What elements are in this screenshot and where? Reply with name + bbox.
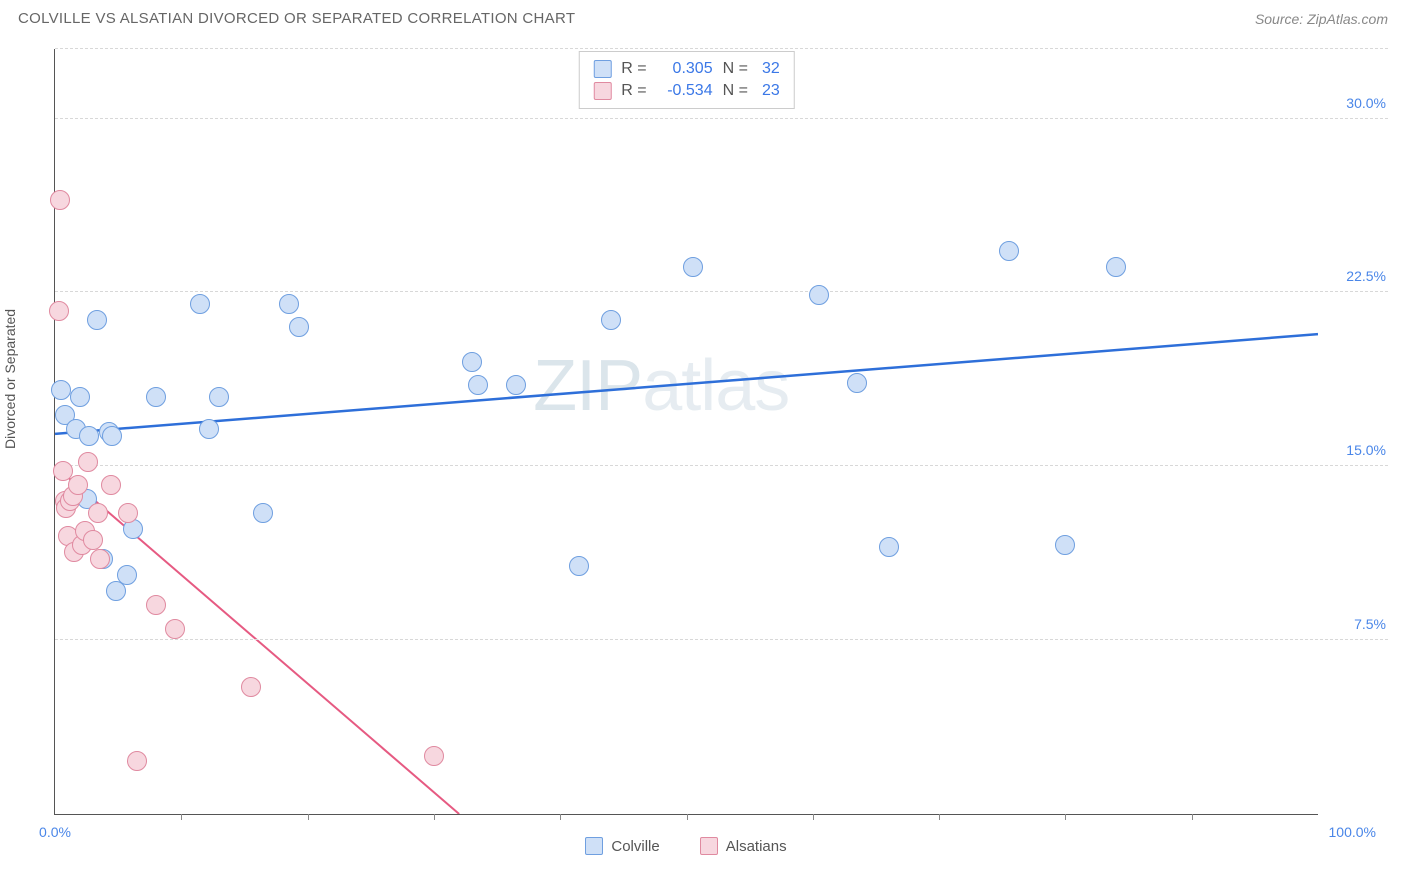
stat-r-value: -0.534 — [657, 82, 713, 100]
scatter-point — [241, 677, 261, 697]
xtick — [1192, 814, 1193, 820]
watermark: ZIPatlas — [533, 345, 789, 427]
scatter-point — [101, 475, 121, 495]
swatch-icon — [585, 837, 603, 855]
chart-container: Divorced or Separated ZIPatlas R = 0.305… — [18, 39, 1388, 859]
scatter-point — [462, 352, 482, 372]
legend-label: Colville — [611, 838, 659, 855]
scatter-point — [601, 310, 621, 330]
scatter-point — [683, 257, 703, 277]
scatter-point — [79, 426, 99, 446]
scatter-point — [102, 426, 122, 446]
scatter-point — [1055, 535, 1075, 555]
scatter-point — [190, 294, 210, 314]
gridline — [55, 118, 1388, 119]
header: COLVILLE VS ALSATIAN DIVORCED OR SEPARAT… — [0, 0, 1406, 33]
stat-r-label: R = — [621, 82, 646, 100]
xtick — [181, 814, 182, 820]
scatter-point — [424, 746, 444, 766]
scatter-point — [569, 556, 589, 576]
scatter-point — [809, 285, 829, 305]
scatter-point — [199, 419, 219, 439]
scatter-point — [1106, 257, 1126, 277]
scatter-point — [506, 375, 526, 395]
scatter-point — [68, 475, 88, 495]
ytick-label: 30.0% — [1324, 95, 1386, 111]
stat-r-value: 0.305 — [657, 60, 713, 78]
trend-line — [55, 334, 1318, 434]
gridline — [55, 639, 1388, 640]
stats-legend-box: R = 0.305 N = 32 R = -0.534 N = 23 — [578, 51, 794, 109]
scatter-point — [90, 549, 110, 569]
scatter-point — [50, 190, 70, 210]
scatter-point — [253, 503, 273, 523]
scatter-point — [146, 387, 166, 407]
xtick-label-right: 100.0% — [1329, 824, 1376, 840]
gridline — [55, 48, 1388, 49]
xtick — [308, 814, 309, 820]
scatter-point — [49, 301, 69, 321]
scatter-point — [83, 530, 103, 550]
scatter-point — [165, 619, 185, 639]
ytick-label: 15.0% — [1324, 442, 1386, 458]
scatter-point — [146, 595, 166, 615]
plot-area: ZIPatlas R = 0.305 N = 32 R = -0.534 N =… — [54, 49, 1318, 815]
stat-n-value: 32 — [762, 60, 780, 78]
scatter-point — [117, 565, 137, 585]
chart-title: COLVILLE VS ALSATIAN DIVORCED OR SEPARAT… — [18, 10, 575, 27]
stat-n-value: 23 — [762, 82, 780, 100]
gridline — [55, 465, 1388, 466]
swatch-icon — [593, 60, 611, 78]
scatter-point — [127, 751, 147, 771]
legend-label: Alsatians — [726, 838, 787, 855]
scatter-point — [279, 294, 299, 314]
scatter-point — [289, 317, 309, 337]
scatter-point — [999, 241, 1019, 261]
xtick — [939, 814, 940, 820]
x-legend: Colville Alsatians — [54, 837, 1318, 855]
scatter-point — [51, 380, 71, 400]
scatter-point — [847, 373, 867, 393]
scatter-point — [118, 503, 138, 523]
stats-row: R = 0.305 N = 32 — [593, 58, 779, 80]
scatter-point — [879, 537, 899, 557]
scatter-point — [78, 452, 98, 472]
scatter-point — [209, 387, 229, 407]
y-axis-label: Divorced or Separated — [2, 309, 18, 449]
xtick — [1065, 814, 1066, 820]
stats-row: R = -0.534 N = 23 — [593, 80, 779, 102]
legend-item: Colville — [585, 837, 659, 855]
xtick — [813, 814, 814, 820]
stat-n-label: N = — [723, 60, 748, 78]
stat-n-label: N = — [723, 82, 748, 100]
swatch-icon — [593, 82, 611, 100]
scatter-point — [88, 503, 108, 523]
scatter-point — [70, 387, 90, 407]
source-label: Source: ZipAtlas.com — [1255, 11, 1388, 27]
xtick — [687, 814, 688, 820]
trend-lines — [55, 49, 1318, 814]
ytick-label: 22.5% — [1324, 268, 1386, 284]
gridline — [55, 291, 1388, 292]
scatter-point — [468, 375, 488, 395]
legend-item: Alsatians — [700, 837, 787, 855]
scatter-point — [87, 310, 107, 330]
xtick — [434, 814, 435, 820]
ytick-label: 7.5% — [1324, 616, 1386, 632]
xtick — [560, 814, 561, 820]
swatch-icon — [700, 837, 718, 855]
stat-r-label: R = — [621, 60, 646, 78]
